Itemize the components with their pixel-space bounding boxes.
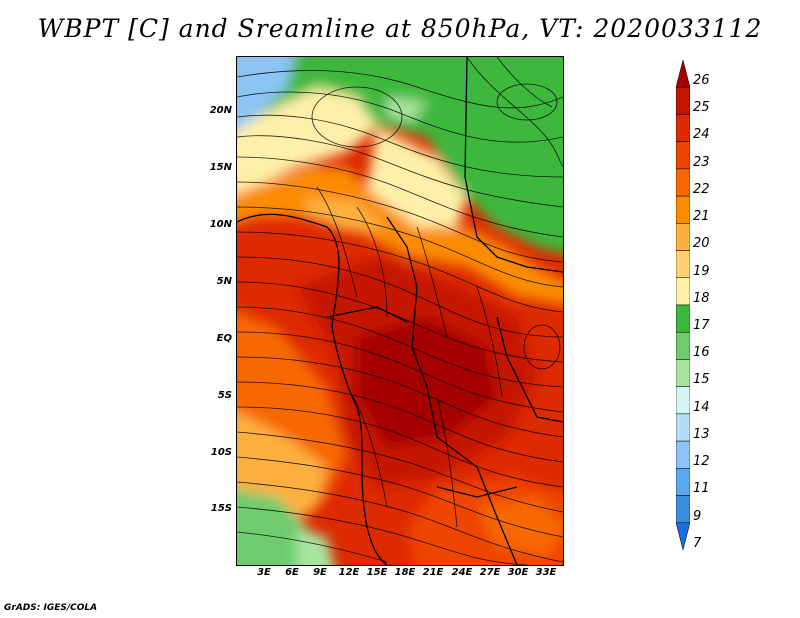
colorbar-label: 22 bbox=[693, 181, 710, 197]
colorbar-label: 9 bbox=[693, 508, 702, 524]
lat-label-5s: 5S bbox=[217, 390, 232, 401]
colorbar-cell bbox=[676, 413, 690, 442]
colorbar-cell bbox=[676, 114, 690, 142]
colorbar-label: 11 bbox=[693, 481, 710, 497]
colorbar-label: 13 bbox=[693, 426, 710, 442]
colorbar-label: 24 bbox=[693, 127, 710, 143]
colorbar-label: 18 bbox=[693, 290, 710, 306]
lon-label-27e: 27E bbox=[479, 567, 501, 578]
lon-label-30e: 30E bbox=[507, 567, 529, 578]
colorbar-label: 14 bbox=[693, 399, 710, 415]
colorbar-label: 16 bbox=[693, 345, 710, 361]
colorbar-cell bbox=[676, 522, 690, 551]
colorbar-cell bbox=[676, 440, 690, 469]
colorbar-cell bbox=[676, 495, 690, 524]
colorbar-label: 12 bbox=[693, 454, 710, 470]
colorbar-label: 26 bbox=[693, 73, 710, 88]
grads-credit: GrADS: IGES/COLA bbox=[4, 603, 98, 613]
colorbar-cell bbox=[676, 277, 690, 306]
colorbar-cell bbox=[676, 60, 690, 88]
colorbar-cell bbox=[676, 331, 690, 360]
lat-label-eq: EQ bbox=[216, 333, 232, 344]
colorbar-cell bbox=[676, 359, 690, 387]
colorbar-label: 7 bbox=[693, 535, 702, 551]
colorbar-cell bbox=[676, 223, 690, 251]
map-plot bbox=[236, 56, 564, 566]
colorbar-label: 21 bbox=[693, 209, 710, 225]
colorbar-cell bbox=[676, 250, 690, 279]
colorbar-cell bbox=[676, 386, 690, 415]
coastlines bbox=[237, 57, 563, 565]
colorbar-label: 15 bbox=[693, 372, 710, 388]
lat-label-10n: 10N bbox=[209, 219, 232, 230]
lat-label-20n: 20N bbox=[209, 105, 232, 116]
lon-label-24e: 24E bbox=[451, 567, 473, 578]
lat-label-5n: 5N bbox=[216, 276, 232, 287]
colorbar-cell bbox=[676, 468, 690, 496]
lat-label-15n: 15N bbox=[209, 162, 232, 173]
lon-label-21e: 21E bbox=[422, 567, 444, 578]
lon-label-33e: 33E bbox=[535, 567, 557, 578]
colorbar-cell bbox=[676, 304, 690, 333]
lon-label-3e: 3E bbox=[257, 567, 271, 578]
lon-label-9e: 9E bbox=[313, 567, 327, 578]
lon-label-18e: 18E bbox=[394, 567, 416, 578]
chart-title: WBPT [C] and Sreamline at 850hPa, VT: 20… bbox=[37, 14, 763, 43]
colorbar-label: 25 bbox=[693, 100, 710, 116]
colorbar bbox=[676, 60, 690, 551]
colorbar-label: 20 bbox=[693, 236, 710, 252]
colorbar-cell bbox=[676, 86, 690, 115]
colorbar-cell bbox=[676, 195, 690, 224]
colorbar-label: 19 bbox=[693, 263, 710, 279]
colorbar-cell bbox=[676, 141, 690, 170]
lon-label-6e: 6E bbox=[285, 567, 299, 578]
lat-label-10s: 10S bbox=[210, 447, 232, 458]
colorbar-label: 23 bbox=[693, 154, 710, 170]
lat-label-15s: 15S bbox=[210, 503, 232, 514]
lon-label-12e: 12E bbox=[338, 567, 360, 578]
wbpt-field bbox=[237, 57, 563, 565]
lon-label-15e: 15E bbox=[366, 567, 388, 578]
colorbar-cell bbox=[676, 168, 690, 197]
colorbar-label: 17 bbox=[693, 318, 710, 333]
